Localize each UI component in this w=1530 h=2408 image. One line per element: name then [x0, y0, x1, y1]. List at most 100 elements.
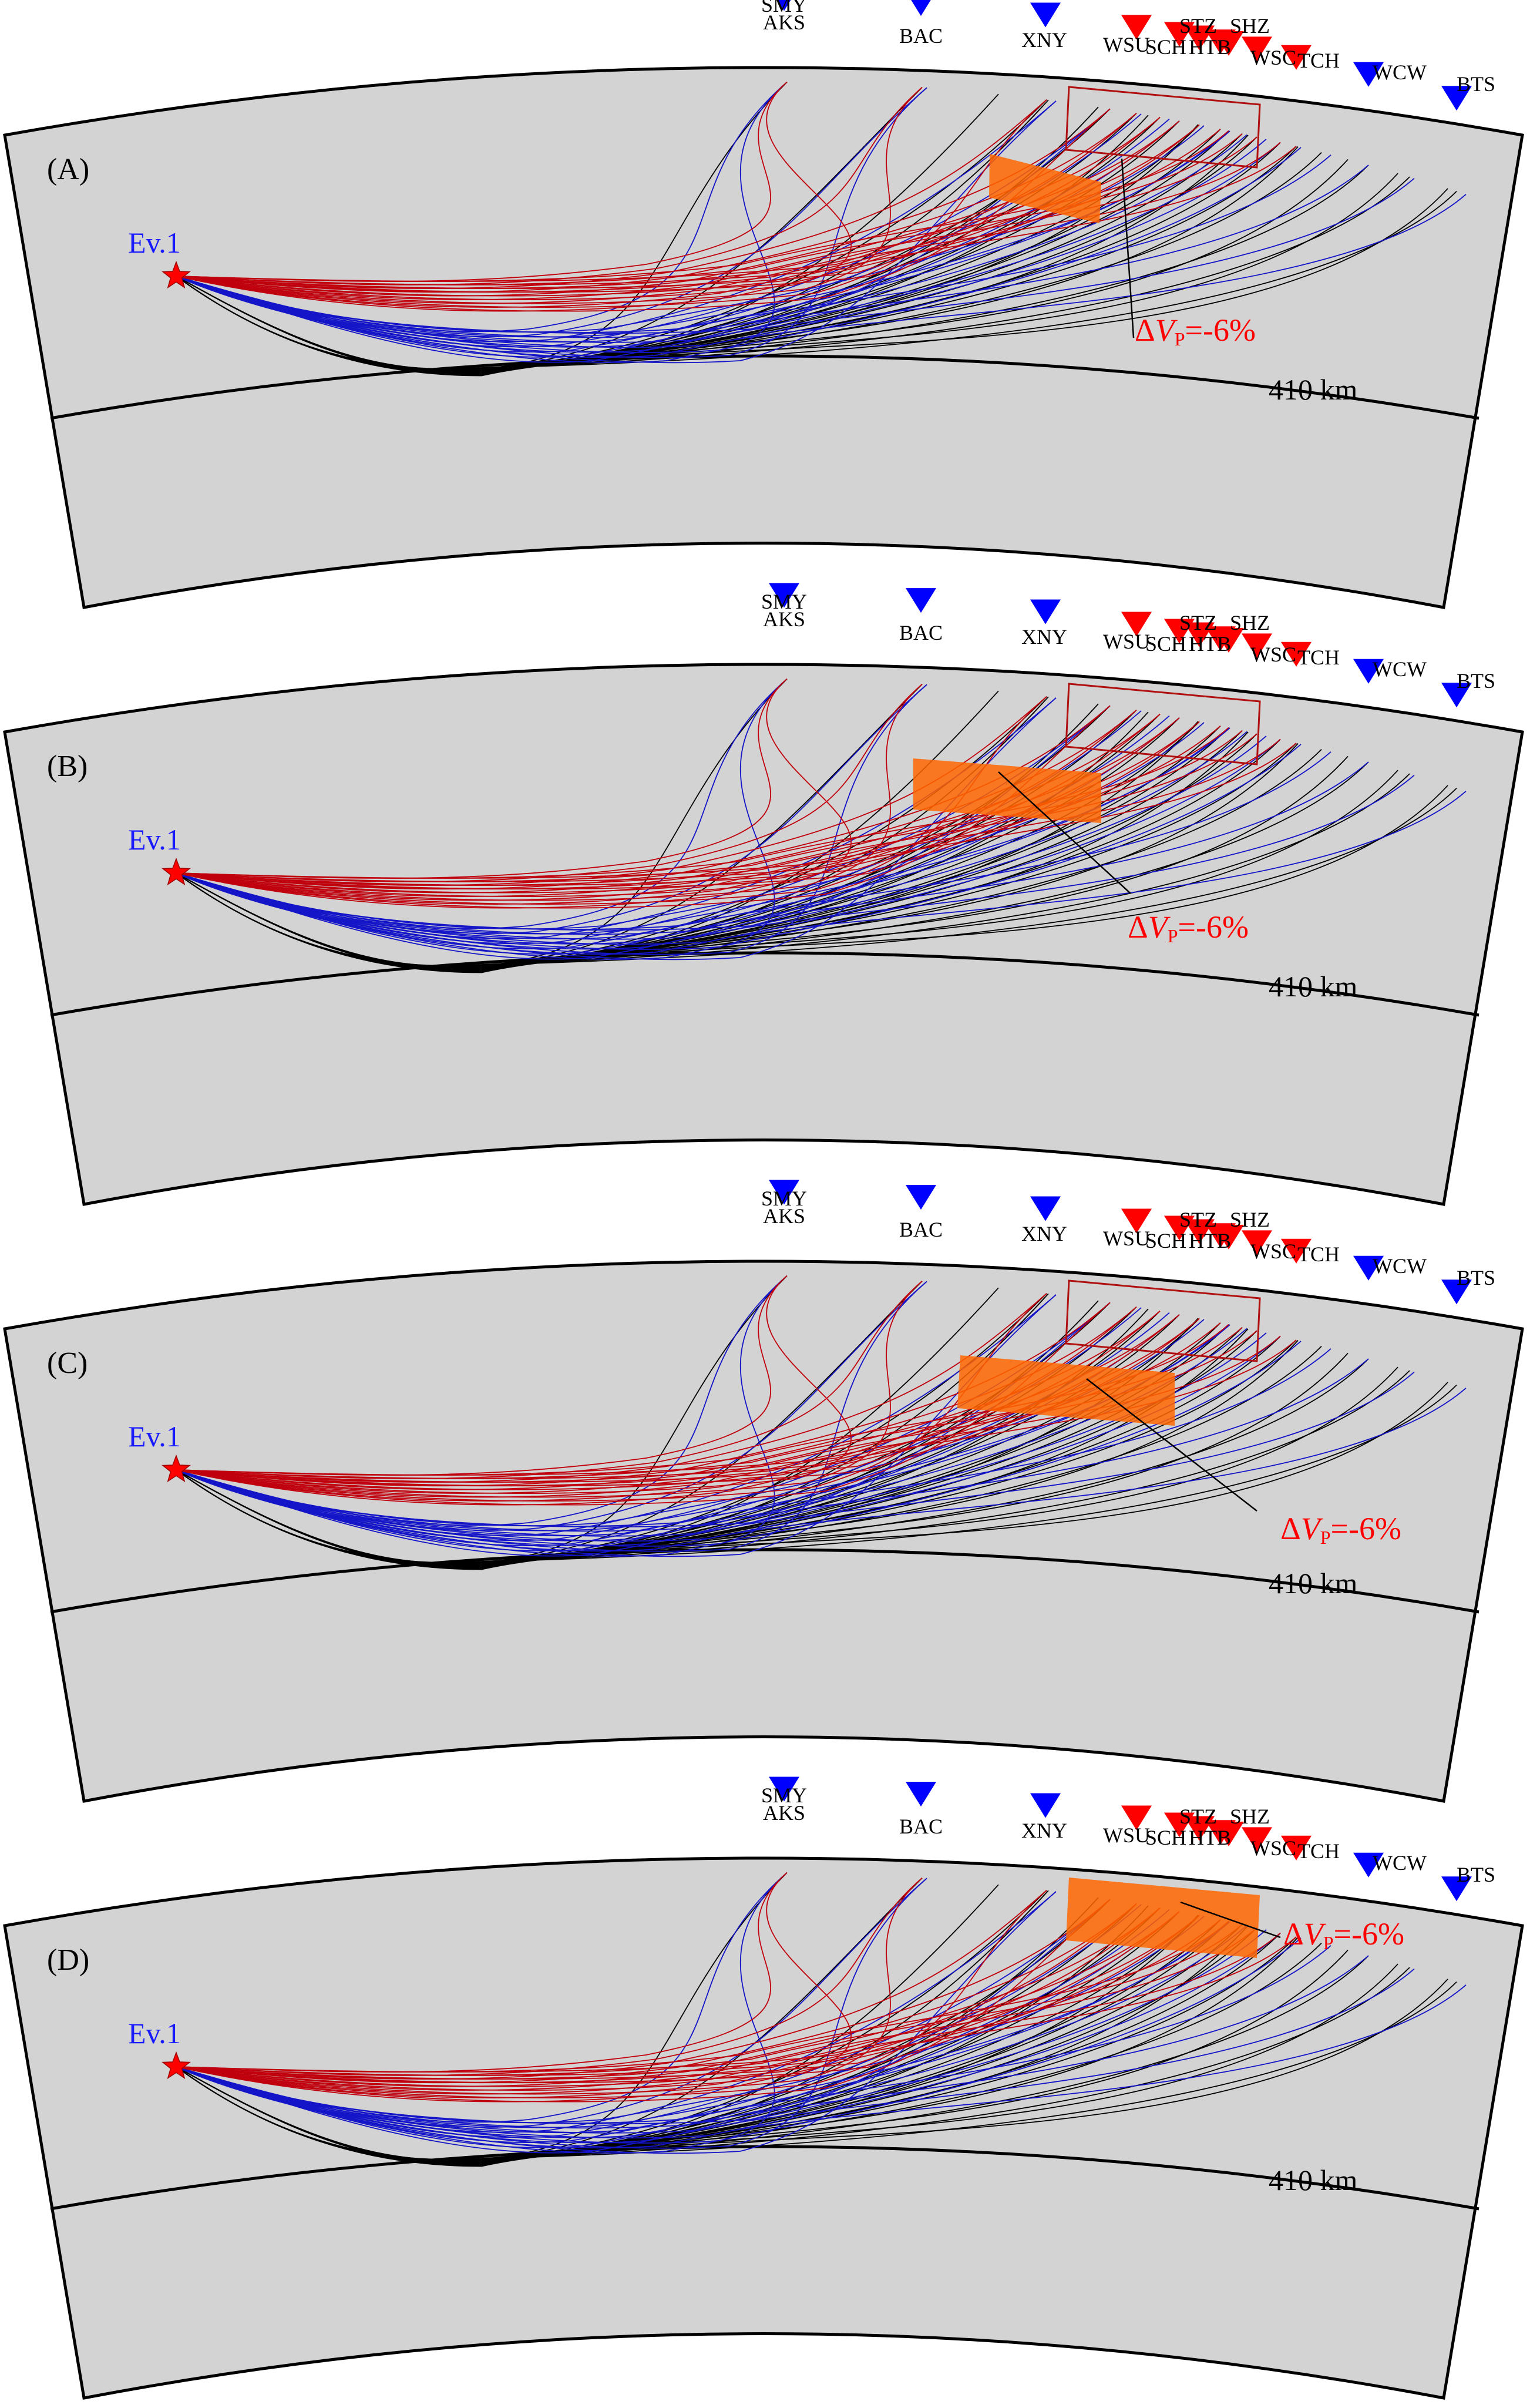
ray-blue: [176, 697, 1057, 960]
station-label-wsu: WSU: [1103, 1823, 1150, 1847]
station-triangle-icon: [1353, 659, 1384, 684]
event-label: Ev.1: [128, 1420, 181, 1453]
ray-red: [176, 1281, 923, 1498]
event-star-icon: [162, 1454, 191, 1483]
anomaly-subscript: P: [1168, 925, 1178, 946]
station-label-wsu: WSU: [1103, 33, 1150, 56]
anomaly-leader-line: [998, 771, 1131, 894]
ray-blue: [176, 1968, 1415, 2134]
station-triangle-icon: [1030, 599, 1061, 624]
station-triangle-icon: [1121, 1805, 1152, 1831]
ray-red: [176, 1915, 1200, 2098]
ray-red: [176, 1293, 1047, 1483]
station-triangle-icon: [1441, 86, 1472, 111]
station-label-shz: SHZ: [1230, 611, 1270, 634]
station-triangle-icon: [769, 583, 799, 608]
station-triangle-icon: [1213, 31, 1244, 56]
ray-red: [176, 1915, 1200, 2084]
station-label-smy: SMY: [761, 0, 807, 16]
station-label-wcw: WCW: [1373, 1254, 1427, 1278]
station-label-tch: TCH: [1297, 646, 1340, 669]
panel-label: (D): [47, 1943, 89, 1977]
station-triangle-icon: [1281, 642, 1312, 667]
station-label-stz: STZ: [1179, 1805, 1217, 1828]
event-label: Ev.1: [128, 823, 181, 856]
station-label-bac: BAC: [899, 1815, 943, 1838]
discontinuity-410: [50, 1548, 1479, 1614]
ray-red: [176, 1907, 1161, 2091]
event-label: Ev.1: [128, 2017, 181, 2050]
ray-blue: [176, 164, 1369, 338]
station-triangle-icon: [777, 0, 791, 11]
station-label-stz: STZ: [1179, 1208, 1217, 1231]
anomaly-value: =-6%: [1178, 909, 1249, 945]
station-label-bac: BAC: [899, 1218, 943, 1241]
depth-label-410: 410 km: [1269, 2164, 1358, 2197]
ray-blue: [176, 684, 927, 955]
station-label-wsu: WSU: [1103, 1227, 1150, 1250]
depth-label-410: 410 km: [1269, 1567, 1358, 1600]
ray-red: [176, 1932, 1281, 2084]
station-label-wsu: WSU: [1103, 630, 1150, 653]
ray-blue: [176, 120, 1180, 363]
station-label-xny: XNY: [1021, 1819, 1067, 1842]
ray-red: [176, 146, 1297, 297]
depth-label-410: 410 km: [1269, 373, 1358, 406]
earth-sector: [3, 1856, 1524, 2400]
anomaly-delta: Δ: [1128, 909, 1148, 945]
station-label-stz: STZ: [1179, 611, 1217, 634]
station-label-tch: TCH: [1297, 49, 1340, 72]
velocity-anomaly-block: [989, 154, 1101, 223]
station-label-wsc: WSC: [1250, 1240, 1296, 1263]
station-triangle-icon: [1121, 15, 1152, 40]
anomaly-leader-line: [1086, 1378, 1257, 1512]
anomaly-delta: Δ: [1283, 1916, 1304, 1952]
ray-red: [176, 87, 923, 286]
ray-blue: [176, 1872, 788, 2144]
station-triangle-icon: [1213, 627, 1244, 653]
station-triangle-icon: [1353, 62, 1384, 87]
station-label-smy: SMY: [761, 590, 807, 613]
ray-blue: [176, 1388, 1467, 1542]
ray-red: [176, 1890, 1047, 2098]
ray-red: [176, 1911, 1180, 2095]
station-label-tch: TCH: [1297, 1839, 1340, 1863]
ray-blue: [176, 1911, 1180, 2154]
ray-blue: [176, 1955, 1369, 2129]
velocity-anomaly-block: [1066, 1878, 1260, 1958]
station-label-wcw: WCW: [1373, 657, 1427, 681]
ray-red: [176, 1878, 923, 2076]
station-label-bts: BTS: [1457, 669, 1495, 693]
ray-blue: [176, 751, 1331, 930]
station-triangle-icon: [1030, 1196, 1061, 1221]
station-label-stz: STZ: [1179, 14, 1217, 38]
ray-red: [176, 678, 852, 897]
station-label-wsc: WSC: [1250, 1836, 1296, 1860]
station-triangle-icon: [906, 1185, 936, 1210]
ray-paths: [176, 81, 1467, 377]
anomaly-leader-line: [1180, 1901, 1281, 1939]
station-triangle-icon: [1242, 36, 1272, 62]
anomaly-label: ΔVP=-6%: [1283, 1916, 1404, 1953]
ray-blue: [176, 1878, 927, 2149]
discontinuity-410: [50, 354, 1479, 420]
ray-blue: [176, 194, 1467, 348]
ray-blue: [176, 1371, 1415, 1537]
event-star-icon: [162, 260, 191, 289]
ray-blue: [176, 791, 1467, 945]
station-triangle-icon: [1353, 1852, 1384, 1878]
station-label-bts: BTS: [1457, 1863, 1495, 1886]
ray-blue: [176, 1984, 1467, 2139]
ray-blue: [176, 1275, 788, 1547]
ray-paths: [176, 1872, 1467, 2167]
ray-red: [176, 738, 1281, 890]
earth-sector: [3, 66, 1524, 609]
ray-red: [176, 1911, 1180, 2080]
ray-red: [176, 1878, 923, 2095]
panel-label: (C): [47, 1346, 88, 1380]
depth-label-410: 410 km: [1269, 970, 1358, 1003]
station-triangle-icon: [1441, 683, 1472, 708]
